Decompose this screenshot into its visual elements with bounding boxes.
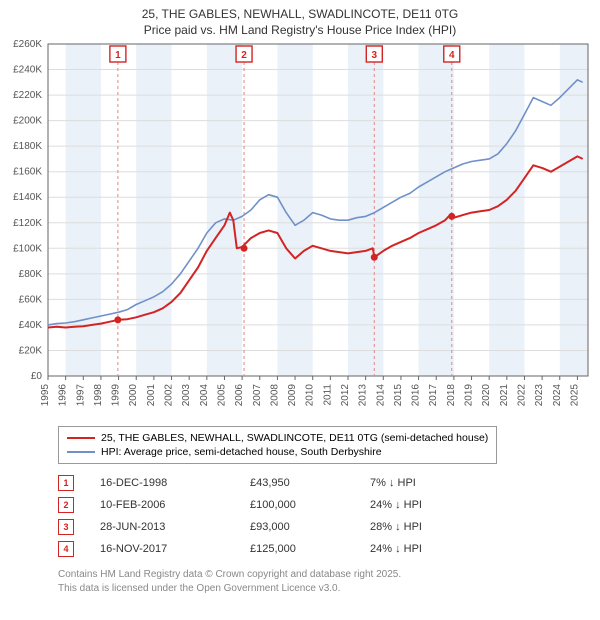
svg-text:1: 1 bbox=[115, 50, 121, 61]
table-row: 4 16-NOV-2017 £125,000 24% ↓ HPI bbox=[58, 538, 480, 560]
sale-marker-4: 4 bbox=[58, 541, 74, 557]
svg-text:2010: 2010 bbox=[305, 384, 316, 407]
title-line-2: Price paid vs. HM Land Registry's House … bbox=[0, 22, 600, 38]
svg-text:2015: 2015 bbox=[393, 384, 404, 407]
footer-attribution: Contains HM Land Registry data © Crown c… bbox=[58, 568, 401, 595]
svg-text:£40K: £40K bbox=[19, 320, 43, 331]
svg-text:2021: 2021 bbox=[499, 384, 510, 407]
svg-text:2004: 2004 bbox=[199, 384, 210, 407]
svg-text:2012: 2012 bbox=[340, 384, 351, 407]
sale-pct: 28% ↓ HPI bbox=[370, 521, 480, 533]
table-row: 2 10-FEB-2006 £100,000 24% ↓ HPI bbox=[58, 494, 480, 516]
svg-text:£60K: £60K bbox=[19, 294, 43, 305]
svg-text:£140K: £140K bbox=[13, 192, 42, 203]
svg-text:2019: 2019 bbox=[464, 384, 475, 407]
legend-swatch bbox=[67, 437, 95, 439]
legend-label: HPI: Average price, semi-detached house,… bbox=[101, 446, 382, 458]
svg-text:1999: 1999 bbox=[111, 384, 122, 407]
svg-text:2003: 2003 bbox=[181, 384, 192, 407]
sale-pct: 7% ↓ HPI bbox=[370, 477, 480, 489]
svg-text:2001: 2001 bbox=[146, 384, 157, 407]
svg-text:1997: 1997 bbox=[75, 384, 86, 407]
footer-line-2: This data is licensed under the Open Gov… bbox=[58, 582, 401, 596]
sale-marker-2: 2 bbox=[58, 497, 74, 513]
table-row: 1 16-DEC-1998 £43,950 7% ↓ HPI bbox=[58, 472, 480, 494]
sale-date: 16-NOV-2017 bbox=[100, 543, 250, 555]
svg-text:2006: 2006 bbox=[234, 384, 245, 407]
page: 25, THE GABLES, NEWHALL, SWADLINCOTE, DE… bbox=[0, 0, 600, 620]
svg-text:£200K: £200K bbox=[13, 116, 42, 127]
svg-text:2011: 2011 bbox=[322, 384, 333, 406]
svg-text:2005: 2005 bbox=[216, 384, 227, 407]
svg-text:£240K: £240K bbox=[13, 65, 42, 76]
sales-table: 1 16-DEC-1998 £43,950 7% ↓ HPI 2 10-FEB-… bbox=[58, 472, 480, 560]
sale-marker-1: 1 bbox=[58, 475, 74, 491]
svg-text:1996: 1996 bbox=[58, 384, 69, 407]
svg-text:2013: 2013 bbox=[358, 384, 369, 407]
svg-text:£120K: £120K bbox=[13, 218, 42, 229]
legend: 25, THE GABLES, NEWHALL, SWADLINCOTE, DE… bbox=[58, 426, 497, 464]
sale-date: 28-JUN-2013 bbox=[100, 521, 250, 533]
svg-text:1998: 1998 bbox=[93, 384, 104, 407]
sale-price: £100,000 bbox=[250, 499, 370, 511]
svg-text:2008: 2008 bbox=[269, 384, 280, 407]
legend-label: 25, THE GABLES, NEWHALL, SWADLINCOTE, DE… bbox=[101, 432, 488, 444]
svg-text:2017: 2017 bbox=[428, 384, 439, 407]
legend-swatch bbox=[67, 451, 95, 453]
svg-text:£220K: £220K bbox=[13, 90, 42, 101]
svg-text:2024: 2024 bbox=[552, 384, 563, 407]
svg-text:2: 2 bbox=[241, 50, 247, 61]
svg-text:2018: 2018 bbox=[446, 384, 457, 407]
svg-text:£160K: £160K bbox=[13, 167, 42, 178]
svg-text:2022: 2022 bbox=[516, 384, 527, 407]
svg-text:£100K: £100K bbox=[13, 243, 42, 254]
sale-price: £43,950 bbox=[250, 477, 370, 489]
sale-price: £93,000 bbox=[250, 521, 370, 533]
svg-text:4: 4 bbox=[449, 50, 455, 61]
title-line-1: 25, THE GABLES, NEWHALL, SWADLINCOTE, DE… bbox=[0, 6, 600, 22]
sale-date: 16-DEC-1998 bbox=[100, 477, 250, 489]
svg-text:2002: 2002 bbox=[164, 384, 175, 407]
sale-pct: 24% ↓ HPI bbox=[370, 543, 480, 555]
sale-marker-3: 3 bbox=[58, 519, 74, 535]
svg-text:£80K: £80K bbox=[19, 269, 43, 280]
svg-text:£260K: £260K bbox=[13, 39, 42, 50]
svg-text:2025: 2025 bbox=[569, 384, 580, 407]
svg-text:£180K: £180K bbox=[13, 141, 42, 152]
svg-text:1995: 1995 bbox=[40, 384, 51, 407]
price-chart: £0 £20K £40K £60K £80K £100K £120K £140K £160K £1… bbox=[0, 38, 600, 418]
svg-text:3: 3 bbox=[372, 50, 378, 61]
svg-text:2020: 2020 bbox=[481, 384, 492, 407]
sale-price: £125,000 bbox=[250, 543, 370, 555]
svg-text:£0: £0 bbox=[31, 371, 43, 382]
svg-text:2007: 2007 bbox=[252, 384, 263, 407]
legend-item-hpi: HPI: Average price, semi-detached house,… bbox=[67, 445, 488, 459]
svg-text:2000: 2000 bbox=[128, 384, 139, 407]
svg-text:2009: 2009 bbox=[287, 384, 298, 407]
sale-pct: 24% ↓ HPI bbox=[370, 499, 480, 511]
legend-item-property: 25, THE GABLES, NEWHALL, SWADLINCOTE, DE… bbox=[67, 431, 488, 445]
footer-line-1: Contains HM Land Registry data © Crown c… bbox=[58, 568, 401, 582]
table-row: 3 28-JUN-2013 £93,000 28% ↓ HPI bbox=[58, 516, 480, 538]
chart-title: 25, THE GABLES, NEWHALL, SWADLINCOTE, DE… bbox=[0, 0, 600, 38]
svg-text:2023: 2023 bbox=[534, 384, 545, 407]
svg-text:£20K: £20K bbox=[19, 345, 43, 356]
svg-text:2014: 2014 bbox=[375, 384, 386, 407]
chart-svg: £0 £20K £40K £60K £80K £100K £120K £140K £160K £1… bbox=[0, 38, 600, 418]
svg-text:2016: 2016 bbox=[411, 384, 422, 407]
sale-date: 10-FEB-2006 bbox=[100, 499, 250, 511]
